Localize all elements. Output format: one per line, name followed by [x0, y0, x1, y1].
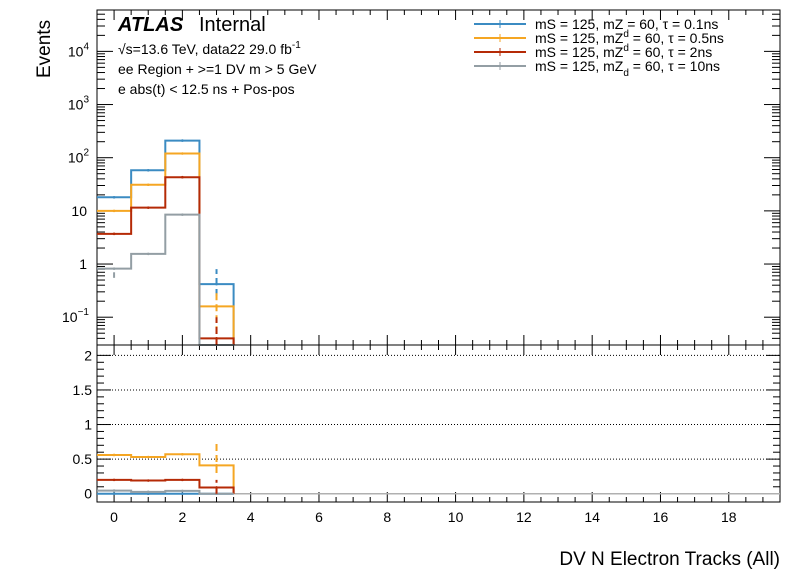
x-tick-label: 10: [448, 509, 464, 525]
data-point-red: [146, 206, 150, 209]
energy-lumi-label: √s=13.6 TeV, data22 29.0 fb-1: [118, 40, 301, 57]
data-point-red: [112, 478, 116, 482]
y-tick-label: 104: [68, 41, 90, 59]
data-point-blue: [146, 492, 150, 496]
series-line-gray: [97, 489, 234, 495]
data-point-orange: [146, 183, 150, 187]
series-line-red: [97, 478, 235, 494]
data-point-orange: [146, 455, 150, 459]
legend-entry-gray: mS = 125, mZd = 60, τ = 10ns: [535, 58, 720, 79]
x-axis-label: DV N Electron Tracks (All): [559, 549, 780, 570]
data-point-orange: [112, 209, 116, 213]
x-tick-label: 12: [516, 509, 532, 525]
data-point-blue: [146, 168, 150, 172]
ratio-y-tick-label: 1.5: [73, 382, 93, 398]
ratio-panel: 0 0.5 1 1.5 2 0 2 4 6 8 10 12 14 16 18: [73, 344, 781, 525]
series-line-orange: [97, 453, 235, 494]
ratio-y-tick-label: 2: [84, 347, 92, 363]
header-block: ATLAS Internal √s=13.6 TeV, data22 29.0 …: [117, 14, 317, 97]
x-tick-label: 8: [383, 509, 391, 525]
atlas-label: ATLAS: [117, 14, 184, 36]
y-axis-label: Events: [34, 20, 55, 78]
ratio-y-tick-label: 0: [84, 486, 92, 502]
series-line-orange: [97, 152, 235, 345]
data-point-gray: [181, 489, 184, 493]
x-tick-label: 2: [178, 509, 186, 525]
x-tick-label: 16: [653, 509, 669, 525]
data-point-red: [181, 175, 184, 179]
data-point-gray: [112, 489, 116, 492]
x-tick-label: 0: [110, 509, 118, 525]
legend-entry-red: mS = 125, mZd = 60, τ = 2ns: [535, 43, 712, 60]
y-tick-label: 103: [68, 95, 90, 113]
x-tick-label: 14: [584, 509, 600, 525]
data-point-blue: [181, 492, 184, 496]
x-tick-label: 6: [315, 509, 323, 525]
data-point-red: [146, 479, 150, 482]
data-point-gray: [112, 267, 116, 270]
data-point-blue: [181, 139, 184, 142]
legend-entry-orange: mS = 125, mZd = 60, τ = 0.5ns: [535, 29, 724, 46]
data-point-gray: [146, 490, 150, 494]
data-point-orange: [112, 453, 116, 457]
y-tick-label: 102: [68, 148, 90, 166]
data-point-orange: [181, 452, 184, 456]
y-tick-label: 1: [79, 256, 87, 272]
x-tick-label: 18: [721, 509, 737, 525]
top-panel: 10−1 1 10 102 103 104: [62, 9, 781, 355]
data-point-red: [112, 232, 116, 236]
data-point-blue: [112, 492, 116, 496]
data-point-orange: [181, 152, 184, 155]
y-tick-label: 10−1: [62, 307, 89, 325]
data-point-blue: [112, 195, 116, 199]
region-label: ee Region + >=1 DV m > 5 GeV: [118, 61, 317, 77]
internal-label: Internal: [199, 14, 266, 36]
y-tick-label: 10: [71, 203, 87, 219]
selection-label: e abs(t) < 12.5 ns + Pos-pos: [118, 81, 295, 97]
data-point-red: [181, 478, 184, 482]
legend-entry-blue: mS = 125, mZ = 60, τ = 0.1ns: [535, 16, 718, 32]
ratio-y-tick-label: 1: [84, 417, 92, 433]
series-line-gray: [97, 213, 234, 346]
ratio-panel-frame: [96, 344, 781, 503]
data-point-gray: [146, 252, 150, 256]
x-tick-label: 4: [247, 509, 255, 525]
ratio-y-tick-label: 0.5: [73, 451, 93, 467]
data-point-gray: [181, 213, 184, 216]
series-line-red: [97, 176, 235, 345]
